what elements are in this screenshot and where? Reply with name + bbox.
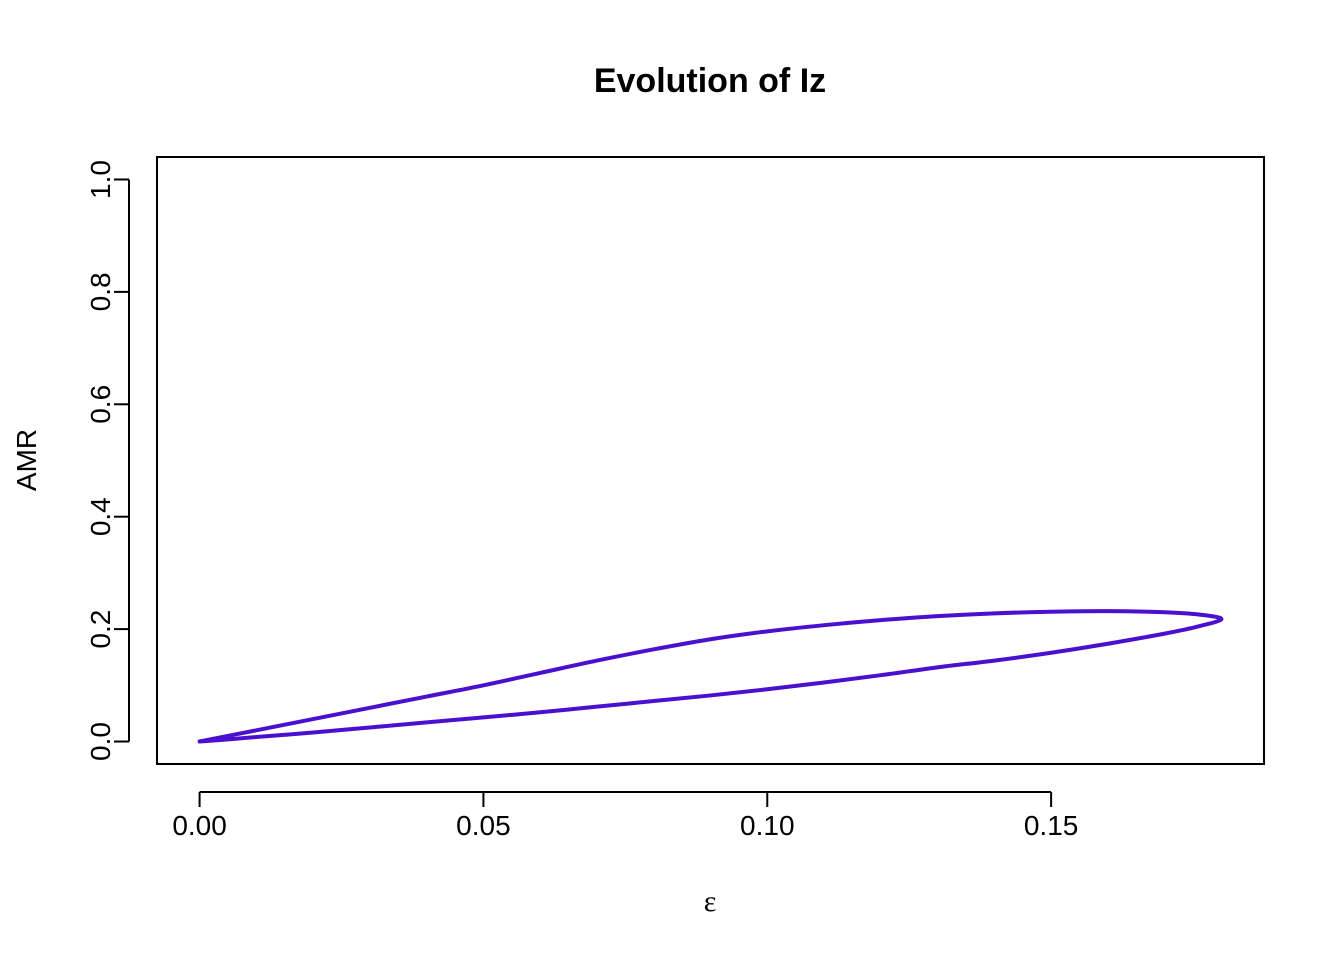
series-line-0 (197, 609, 1224, 744)
y-tick-label: 0.6 (85, 385, 116, 424)
x-tick-label: 0.15 (1024, 810, 1079, 841)
x-tick-label: 0.10 (740, 810, 795, 841)
series-layer (197, 609, 1224, 744)
y-axis-label: AMR (11, 429, 42, 491)
x-axis: 0.00 0.05 0.10 0.15 (172, 791, 1079, 841)
y-tick-label: 0.2 (85, 610, 116, 649)
y-tick-label: 1.0 (85, 160, 116, 199)
y-tick-label: 0.4 (85, 497, 116, 536)
y-axis: 0.0 0.2 0.4 0.6 0.8 1.0 (85, 160, 130, 761)
plot-frame (156, 156, 1265, 765)
chart-title: Evolution of Iz (594, 62, 826, 100)
x-tick-label: 0.05 (456, 810, 511, 841)
x-tick-label: 0.00 (172, 810, 227, 841)
y-tick-label: 0.8 (85, 272, 116, 311)
x-axis-label: ε (704, 885, 717, 918)
y-tick-label: 0.0 (85, 722, 116, 761)
